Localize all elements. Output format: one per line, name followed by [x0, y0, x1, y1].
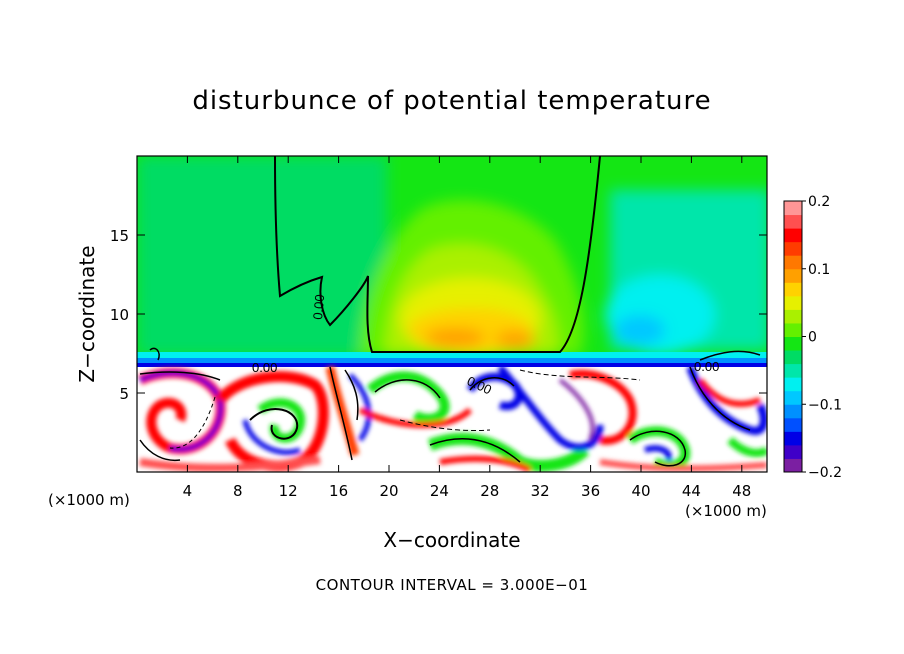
colorbar-swatch	[784, 431, 802, 446]
x-tick-label: 32	[531, 482, 550, 500]
contour-line-15	[139, 439, 181, 462]
colorbar-swatch	[784, 228, 802, 243]
colorbar-swatch	[784, 322, 802, 337]
x-tick-label: 20	[379, 482, 398, 500]
colorbar-swatch	[784, 201, 802, 216]
eddy-far-right-green	[727, 437, 767, 457]
colorbar-swatch	[784, 377, 802, 392]
field-warm-core-2	[495, 331, 535, 349]
eddy-far-right-red	[697, 378, 762, 407]
inversion-band-3	[137, 363, 767, 367]
colorbar: 0.2 0.1 0 −0.1 −0.2	[783, 194, 842, 481]
contour-line-6	[374, 379, 441, 399]
colorbar-swatch	[784, 295, 802, 310]
inversion-band-2	[137, 358, 767, 363]
colorbar-swatch	[784, 458, 802, 473]
inversion-band-1	[137, 352, 767, 358]
colorbar-tick-label: −0.2	[808, 465, 842, 481]
eddy-lower-red	[439, 455, 532, 472]
x-tick-label: 40	[631, 482, 650, 500]
colorbar-tick-label: 0.1	[808, 262, 830, 278]
contour-line-2	[249, 408, 299, 440]
eddy-center-green	[366, 371, 450, 424]
contour-line-10	[629, 430, 686, 467]
eddy-right-purple	[558, 378, 595, 441]
colorbar-swatch	[784, 390, 802, 405]
colorbar-swatch	[784, 363, 802, 378]
contour-line-9	[519, 369, 641, 381]
field-cool-patch	[615, 315, 665, 345]
colorbar-tick-label: 0.2	[808, 194, 830, 210]
colorbar-swatch	[784, 350, 802, 365]
eddy-a-blue	[242, 419, 301, 455]
y-tick-label: 15	[110, 227, 129, 245]
colorbar-swatch	[784, 255, 802, 270]
x-axis: 4 8 12 16 20 24 28 32 36 40 44 48	[183, 156, 751, 500]
x-tick-label: 36	[581, 482, 600, 500]
contour-line-11	[689, 366, 751, 431]
x-axis-unit-right: (×1000 m)	[685, 502, 767, 520]
colorbar-tick-label: −0.1	[808, 397, 842, 413]
x-tick-label: 8	[233, 482, 243, 500]
contour-line-14	[149, 347, 160, 361]
contour-interval-text: CONTOUR INTERVAL = 3.000E−01	[315, 576, 589, 594]
colorbar-swatch	[784, 309, 802, 324]
colorbar-swatch	[784, 282, 802, 297]
chart-title: disturbunce of potential temperature	[192, 86, 712, 116]
y-tick-label: 5	[119, 385, 129, 403]
x-tick-label: 48	[732, 482, 751, 500]
y-axis: 5 10 15	[110, 227, 767, 403]
field-warm-core	[425, 328, 485, 348]
colorbar-swatch	[784, 336, 802, 351]
contour-line-5	[344, 369, 359, 421]
contour-label: 0.00	[694, 359, 719, 374]
contour-label: 0.00	[252, 360, 277, 375]
colorbar-swatch	[784, 241, 802, 256]
x-tick-label: 44	[682, 482, 701, 500]
colorbar-swatch	[784, 444, 802, 459]
eddy-bottom-right-red	[599, 459, 767, 472]
contour-line-4	[329, 366, 353, 461]
x-tick-label: 24	[430, 482, 449, 500]
eddy-right-blue	[644, 445, 672, 462]
x-tick-label: 12	[279, 482, 298, 500]
contour-line-3	[169, 396, 216, 449]
colorbar-swatch	[784, 268, 802, 283]
contour-line-1	[139, 371, 221, 381]
eddy-right-b	[569, 369, 637, 445]
field-right-cyan	[605, 275, 715, 355]
x-tick-label: 16	[329, 482, 348, 500]
eddy-a-green	[257, 398, 306, 443]
contour-label: 0.00	[310, 294, 327, 321]
colorbar-swatch	[784, 404, 802, 419]
colorbar-swatch	[784, 417, 802, 432]
y-tick-label: 10	[110, 306, 129, 324]
contour-line-13	[399, 419, 491, 431]
x-tick-label: 28	[480, 482, 499, 500]
field-left-green	[137, 156, 387, 356]
contour-line-8	[429, 438, 521, 463]
x-axis-label: X−coordinate	[383, 528, 520, 552]
eddy-center-red	[358, 407, 473, 428]
eddy-right-a	[497, 364, 604, 451]
contour-line-7	[469, 377, 515, 391]
colorbar-tick-label: 0	[808, 330, 817, 346]
colorbar-swatch	[784, 214, 802, 229]
temperature-field	[137, 156, 767, 472]
eddy-bottom-red	[139, 456, 321, 472]
x-axis-unit-left: (×1000 m)	[48, 491, 130, 509]
zero-contour-upper	[274, 156, 601, 353]
x-tick-label: 4	[183, 482, 193, 500]
eddy-mid-blue	[348, 373, 372, 442]
y-axis-label: Z−coordinate	[75, 245, 99, 382]
contour-line-12	[699, 350, 761, 361]
